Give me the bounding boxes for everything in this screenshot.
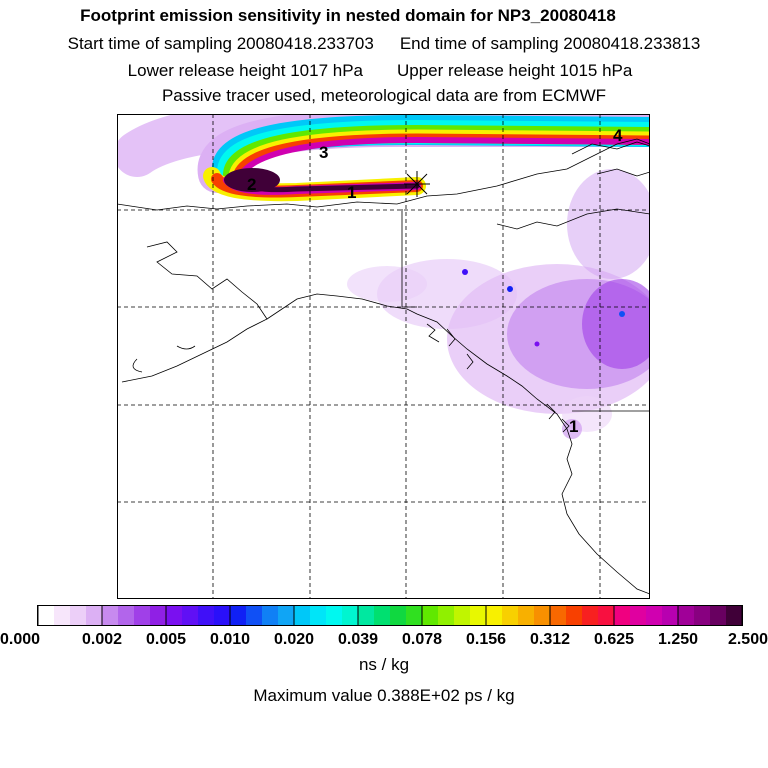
colorbar-swatches — [38, 606, 743, 625]
colorbar-swatch — [630, 606, 647, 625]
colorbar-tick-label: 0.020 — [274, 631, 314, 648]
colorbar-tick-label: 0.002 — [82, 631, 122, 648]
sensitivity-scatter — [347, 169, 650, 439]
colorbar-unit: ns / kg — [358, 655, 410, 674]
footprint-map: 1 2 3 4 1 — [117, 114, 650, 599]
colorbar-swatch — [358, 606, 375, 625]
colorbar-swatch — [70, 606, 87, 625]
colorbar-swatch — [374, 606, 391, 625]
colorbar-swatch — [502, 606, 519, 625]
cluster-label-1: 1 — [347, 183, 356, 202]
colorbar-tick-label: 0.000 — [0, 631, 40, 648]
colorbar-swatch — [438, 606, 455, 625]
colorbar-swatch — [134, 606, 151, 625]
start-time: Start time of sampling 20080418.233703 — [67, 34, 374, 53]
colorbar-swatch — [278, 606, 295, 625]
colorbar-swatch — [310, 606, 327, 625]
colorbar-swatch — [582, 606, 599, 625]
sampling-times: Start time of sampling 20080418.233703 En… — [0, 34, 768, 54]
colorbar-swatch — [326, 606, 343, 625]
colorbar-tick-label: 0.039 — [338, 631, 378, 648]
colorbar-swatch — [678, 606, 695, 625]
release-heights: Lower release height 1017 hPa Upper relea… — [0, 61, 764, 81]
colorbar-swatch — [38, 606, 55, 625]
colorbar-swatch — [214, 606, 231, 625]
colorbar-swatch — [550, 606, 567, 625]
maximum-value: Maximum value 0.388E+02 ps / kg — [253, 686, 515, 705]
colorbar-swatch — [598, 606, 615, 625]
colorbar-swatch — [534, 606, 551, 625]
colorbar-swatch — [54, 606, 71, 625]
colorbar-swatch — [182, 606, 199, 625]
cluster-label-4: 4 — [613, 126, 623, 145]
cluster-label-1b: 1 — [569, 417, 578, 436]
colorbar-swatch — [342, 606, 359, 625]
colorbar-swatch — [150, 606, 167, 625]
colorbar-swatch — [102, 606, 119, 625]
colorbar-swatch — [710, 606, 727, 625]
colorbar-swatch — [486, 606, 503, 625]
cluster-label-3: 3 — [319, 143, 328, 162]
cluster-label-2: 2 — [247, 175, 256, 194]
colorbar-tick-label: 0.625 — [594, 631, 634, 648]
colorbar-swatch — [614, 606, 631, 625]
coastlines — [117, 138, 650, 595]
asterisk-icon — [404, 171, 430, 197]
colorbar-swatch — [198, 606, 215, 625]
colorbar: 0.000 0.002 0.005 0.010 0.020 0.039 0.078 0.156… — [0, 605, 768, 648]
colorbar-swatch — [118, 606, 135, 625]
colorbar-tick-label: 2.500 — [728, 631, 768, 648]
colorbar-swatch — [518, 606, 535, 625]
colorbar-swatch — [566, 606, 583, 625]
graticule — [117, 114, 650, 599]
colorbar-swatch — [470, 606, 487, 625]
colorbar-swatch — [246, 606, 263, 625]
upper-release-height: Upper release height 1015 hPa — [397, 61, 633, 80]
plot-title: Footprint emission sensitivity in nested… — [80, 6, 616, 25]
colorbar-tick-label: 1.250 — [658, 631, 698, 648]
emission-plume — [117, 114, 650, 202]
colorbar-ticks: 0.000 0.002 0.005 0.010 0.020 0.039 0.078 0.156… — [0, 606, 768, 648]
colorbar-swatch — [454, 606, 471, 625]
colorbar-tick-label: 0.078 — [402, 631, 442, 648]
end-time: End time of sampling 20080418.233813 — [399, 34, 701, 53]
colorbar-swatch — [390, 606, 407, 625]
colorbar-swatch — [662, 606, 679, 625]
colorbar-swatch — [86, 606, 103, 625]
colorbar-swatch — [726, 606, 743, 625]
colorbar-swatch — [262, 606, 279, 625]
colorbar-swatch — [406, 606, 423, 625]
colorbar-swatch — [230, 606, 247, 625]
colorbar-swatch — [166, 606, 183, 625]
colorbar-tick-label: 0.312 — [530, 631, 570, 648]
colorbar-tick-label: 0.156 — [466, 631, 506, 648]
tracer-info: Passive tracer used, meteorological data… — [161, 86, 607, 105]
colorbar-swatch — [694, 606, 711, 625]
lower-release-height: Lower release height 1017 hPa — [127, 61, 363, 80]
colorbar-swatch — [422, 606, 439, 625]
colorbar-tick-label: 0.010 — [210, 631, 250, 648]
colorbar-swatch — [646, 606, 663, 625]
colorbar-tick-label: 0.005 — [146, 631, 186, 648]
colorbar-swatch — [294, 606, 311, 625]
